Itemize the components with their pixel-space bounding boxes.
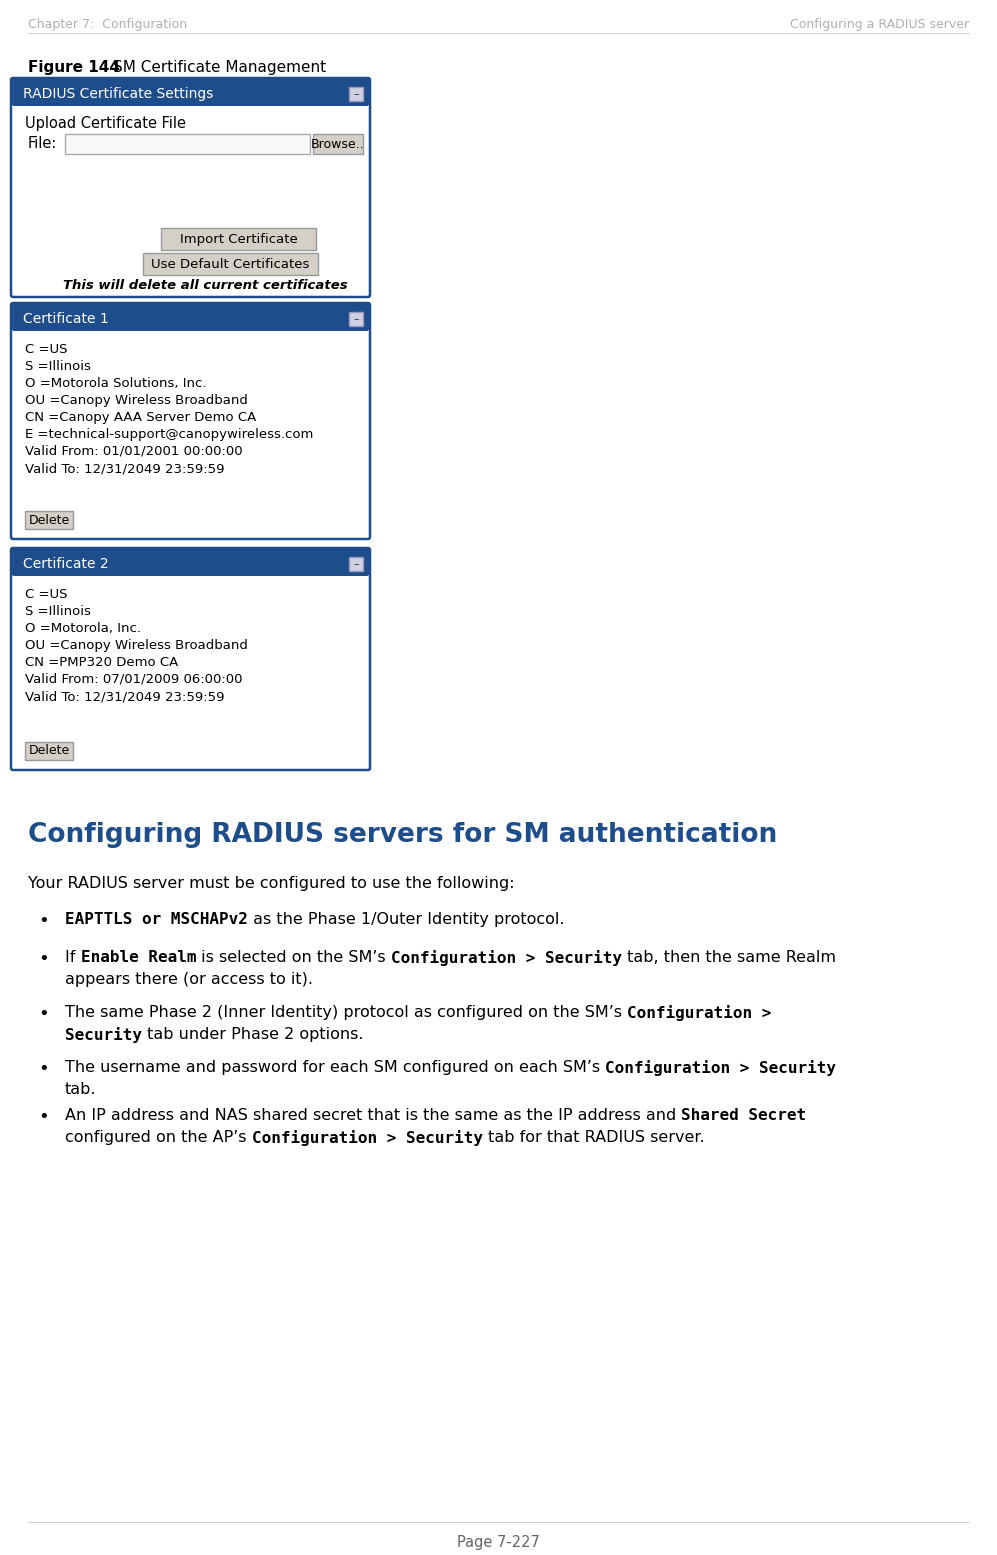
FancyBboxPatch shape [12, 78, 369, 106]
FancyBboxPatch shape [349, 313, 363, 327]
Text: Use Default Certificates: Use Default Certificates [152, 258, 310, 271]
Text: This will delete all current certificates: This will delete all current certificate… [63, 278, 348, 292]
Text: O =Motorola Solutions, Inc.: O =Motorola Solutions, Inc. [25, 376, 206, 390]
Text: OU =Canopy Wireless Broadband: OU =Canopy Wireless Broadband [25, 393, 248, 407]
Text: –: – [353, 314, 359, 323]
Text: Shared Secret: Shared Secret [681, 1109, 807, 1123]
Text: Figure 144: Figure 144 [28, 61, 120, 75]
Text: Configuring a RADIUS server: Configuring a RADIUS server [790, 19, 969, 31]
FancyBboxPatch shape [65, 134, 310, 154]
FancyBboxPatch shape [12, 547, 369, 575]
FancyBboxPatch shape [143, 253, 318, 275]
Text: •: • [38, 911, 49, 930]
Text: •: • [38, 950, 49, 969]
Text: Delete: Delete [28, 513, 70, 527]
Text: Delete: Delete [28, 745, 70, 757]
Text: Enable Realm: Enable Realm [81, 950, 196, 966]
FancyBboxPatch shape [25, 742, 73, 760]
Text: CN =Canopy AAA Server Demo CA: CN =Canopy AAA Server Demo CA [25, 411, 256, 425]
Text: Valid To: 12/31/2049 23:59:59: Valid To: 12/31/2049 23:59:59 [25, 462, 224, 474]
FancyBboxPatch shape [161, 229, 316, 250]
Text: •: • [38, 1005, 49, 1023]
Text: Page 7-227: Page 7-227 [457, 1535, 539, 1550]
Text: Upload Certificate File: Upload Certificate File [25, 117, 186, 131]
Text: Certificate 2: Certificate 2 [23, 557, 109, 571]
Text: tab under Phase 2 options.: tab under Phase 2 options. [142, 1026, 364, 1042]
Text: tab for that RADIUS server.: tab for that RADIUS server. [483, 1130, 704, 1144]
FancyBboxPatch shape [349, 87, 363, 101]
Text: File:: File: [28, 135, 58, 151]
Text: Valid To: 12/31/2049 23:59:59: Valid To: 12/31/2049 23:59:59 [25, 690, 224, 703]
FancyBboxPatch shape [11, 547, 370, 770]
FancyBboxPatch shape [14, 550, 367, 574]
Text: Valid From: 01/01/2001 00:00:00: Valid From: 01/01/2001 00:00:00 [25, 445, 242, 459]
FancyBboxPatch shape [349, 557, 363, 571]
Text: Configuration > Security: Configuration > Security [391, 950, 622, 966]
Text: SM Certificate Management: SM Certificate Management [113, 61, 326, 75]
Text: S =Illinois: S =Illinois [25, 605, 91, 617]
Text: OU =Canopy Wireless Broadband: OU =Canopy Wireless Broadband [25, 639, 248, 652]
Text: tab, then the same Realm: tab, then the same Realm [622, 950, 835, 966]
Text: The same Phase 2 (Inner Identity) protocol as configured on the SM’s: The same Phase 2 (Inner Identity) protoc… [65, 1005, 627, 1020]
FancyBboxPatch shape [14, 81, 367, 104]
Text: Chapter 7:  Configuration: Chapter 7: Configuration [28, 19, 187, 31]
Text: CN =PMP320 Demo CA: CN =PMP320 Demo CA [25, 656, 178, 669]
Text: is selected on the SM’s: is selected on the SM’s [196, 950, 391, 966]
Text: EAPTTLS or MSCHAPv2: EAPTTLS or MSCHAPv2 [65, 911, 248, 927]
FancyBboxPatch shape [313, 134, 363, 154]
Text: S =Illinois: S =Illinois [25, 361, 91, 373]
Text: tab.: tab. [65, 1082, 97, 1096]
Text: –: – [353, 89, 359, 100]
Text: Your RADIUS server must be configured to use the following:: Your RADIUS server must be configured to… [28, 875, 514, 891]
Text: Configuration > Security: Configuration > Security [251, 1130, 483, 1146]
Text: Import Certificate: Import Certificate [179, 233, 297, 246]
Text: If: If [65, 950, 81, 966]
FancyBboxPatch shape [12, 303, 369, 331]
Text: •: • [38, 1109, 49, 1126]
Text: Configuration > Security: Configuration > Security [605, 1061, 836, 1076]
Text: Certificate 1: Certificate 1 [23, 313, 109, 327]
Text: C =US: C =US [25, 344, 68, 356]
Text: C =US: C =US [25, 588, 68, 600]
Text: appears there (or access to it).: appears there (or access to it). [65, 972, 313, 987]
Text: as the Phase 1/Outer Identity protocol.: as the Phase 1/Outer Identity protocol. [248, 911, 564, 927]
Text: Configuring RADIUS servers for SM authentication: Configuring RADIUS servers for SM authen… [28, 823, 778, 847]
FancyBboxPatch shape [11, 78, 370, 297]
Text: Configuration >: Configuration > [627, 1005, 772, 1022]
Text: Valid From: 07/01/2009 06:00:00: Valid From: 07/01/2009 06:00:00 [25, 673, 242, 686]
Text: Security: Security [65, 1026, 142, 1043]
Text: configured on the AP’s: configured on the AP’s [65, 1130, 251, 1144]
FancyBboxPatch shape [14, 306, 367, 330]
FancyBboxPatch shape [11, 303, 370, 540]
Text: The username and password for each SM configured on each SM’s: The username and password for each SM co… [65, 1061, 605, 1075]
Text: –: – [353, 558, 359, 569]
Text: O =Motorola, Inc.: O =Motorola, Inc. [25, 622, 141, 634]
Text: RADIUS Certificate Settings: RADIUS Certificate Settings [23, 87, 213, 101]
FancyBboxPatch shape [25, 512, 73, 529]
Text: •: • [38, 1061, 49, 1078]
Text: An IP address and NAS shared secret that is the same as the IP address and: An IP address and NAS shared secret that… [65, 1109, 681, 1123]
Text: E =technical-support@canopywireless.com: E =technical-support@canopywireless.com [25, 428, 313, 442]
Text: Browse..: Browse.. [311, 137, 365, 151]
